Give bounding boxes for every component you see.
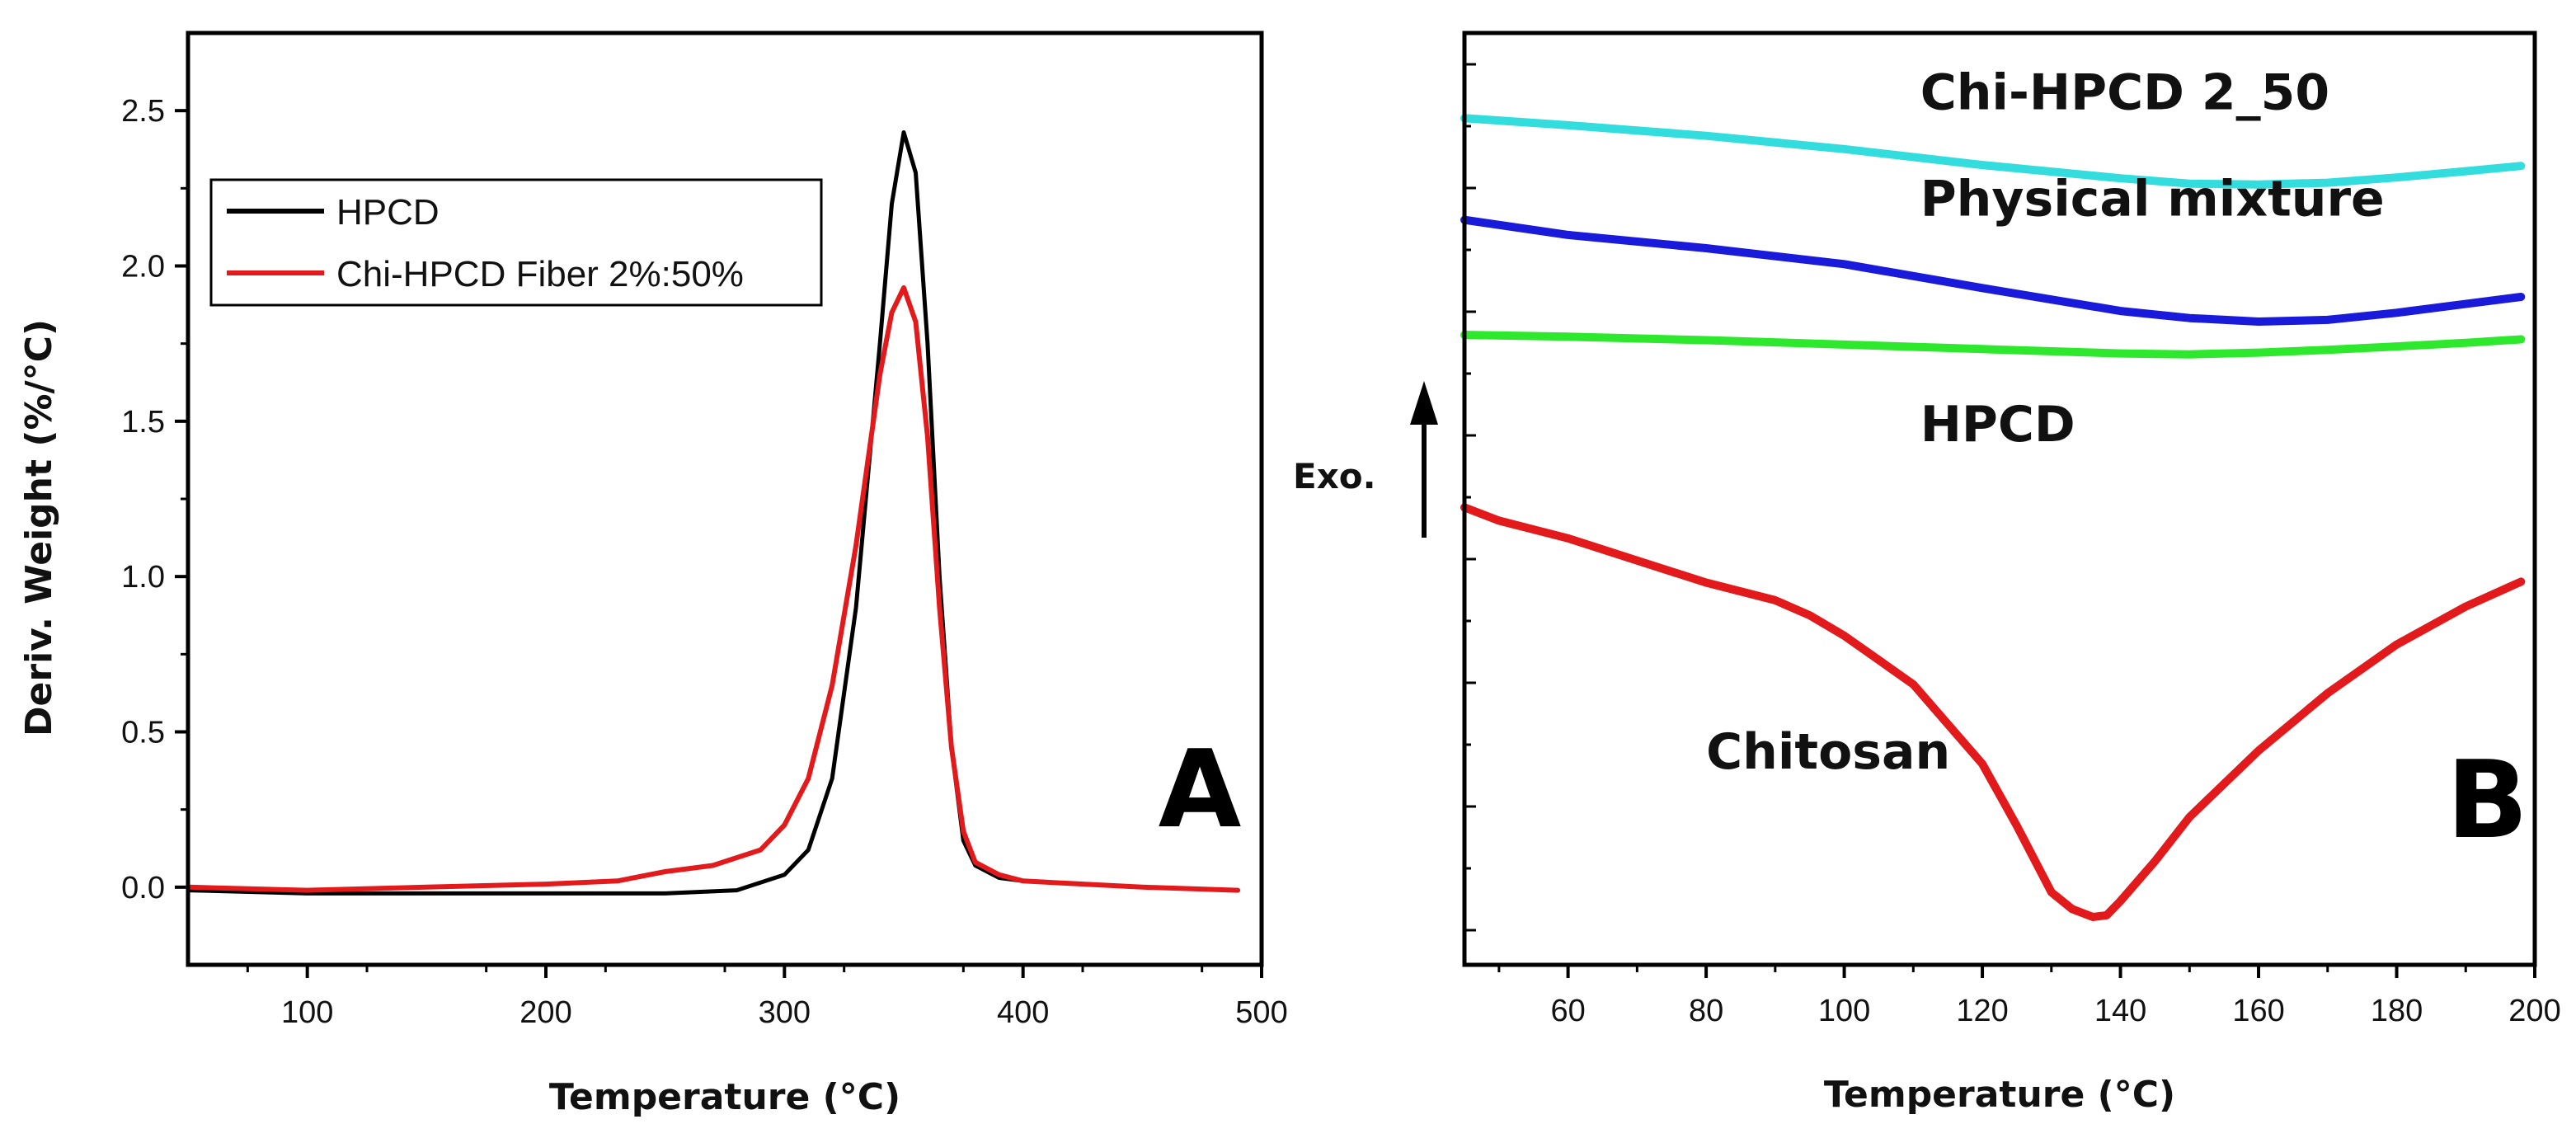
panel-b-label: B	[2447, 737, 2528, 863]
panel-a-x-tick-label-300: 300	[759, 995, 811, 1030]
panel-a-y-tick-label-3: 1.5	[121, 405, 165, 440]
curve-label-chitosan: Chitosan	[1706, 723, 1950, 781]
panel-b-x-tick-label-200: 200	[2508, 994, 2560, 1028]
panel-a-x-tick-label-500: 500	[1235, 995, 1287, 1030]
panel-a-y-axis-label: Deriv. Weight (%/°C)	[18, 319, 60, 736]
panel-a-x-tick-label-200: 200	[519, 995, 571, 1030]
panel-b-x-tick-label-140: 140	[2094, 994, 2146, 1028]
panel-a-y-tick-label-4: 2.0	[121, 250, 165, 284]
panel-a-y-tick-label-5: 2.5	[121, 94, 165, 129]
curve-label-chi-hpcd-2-50: Chi-HPCD 2_50	[1920, 64, 2329, 122]
curve-label-hpcd: HPCD	[1920, 396, 2075, 454]
panel-b-x-tick-label-60: 60	[1550, 994, 1585, 1028]
legend-label-hpcd: HPCD	[336, 192, 440, 233]
panel-b-x-tick-label-180: 180	[2371, 994, 2423, 1028]
panel-a-y-tick-label-2: 1.0	[121, 560, 165, 595]
panel-b-x-tick-label-160: 160	[2232, 994, 2284, 1028]
panel-b-x-tick-label-80: 80	[1689, 994, 1723, 1028]
panel-b-x-tick-label-120: 120	[1956, 994, 2008, 1028]
panel-a-x-axis-label: Temperature (°C)	[549, 1076, 900, 1118]
panel-a-x-tick-label-100: 100	[281, 995, 333, 1030]
figure: 100 200 300 400 500 0.0 0.5 1.0 1.5 2.0 2.5 HPCD C…	[0, 0, 2576, 1138]
panel-b-x-tick-label-100: 100	[1818, 994, 1870, 1028]
legend-label-chi-hpcd-fiber: Chi-HPCD Fiber 2%:50%	[336, 254, 744, 294]
panel-a-x-tick-label-400: 400	[997, 995, 1049, 1030]
panel-a-y-tick-label-1: 0.5	[121, 716, 165, 750]
panel-b-x-axis-label: Temperature (°C)	[1824, 1074, 2175, 1116]
exo-label: Exo.	[1293, 456, 1376, 496]
curve-label-physical-mixture: Physical mixture	[1920, 170, 2385, 228]
legend: HPCD Chi-HPCD Fiber 2%:50%	[211, 180, 821, 305]
panel-a-label: A	[1159, 727, 1242, 852]
panel-a-y-tick-label-0: 0.0	[121, 871, 165, 905]
